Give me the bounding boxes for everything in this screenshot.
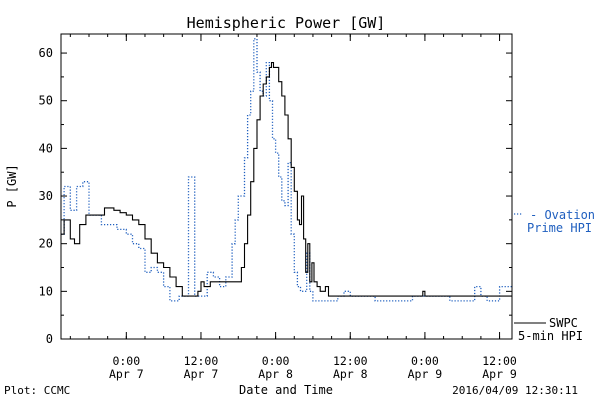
x-tick-label-time: 12:00 <box>184 354 219 368</box>
x-tick-label-date: Apr 7 <box>184 367 219 381</box>
y-tick-label: 10 <box>39 284 53 298</box>
x-tick-label-time: 0:00 <box>112 354 140 368</box>
chart-title: Hemispheric Power [GW] <box>187 14 386 32</box>
y-tick-label: 50 <box>39 94 53 108</box>
legend-swpc-label-2: 5-min HPI <box>518 329 583 343</box>
x-tick-label-time: 12:00 <box>333 354 368 368</box>
y-tick-label: 30 <box>39 189 53 203</box>
x-tick-label-date: Apr 8 <box>333 367 368 381</box>
x-tick-label-date: Apr 9 <box>482 367 517 381</box>
legend-ovation-label-1: - Ovation <box>530 208 595 222</box>
x-tick-label-date: Apr 9 <box>408 367 443 381</box>
x-axis-label: Date and Time <box>239 383 333 397</box>
y-tick-label: 0 <box>46 332 53 346</box>
x-tick-label-time: 0:00 <box>262 354 290 368</box>
x-tick-label-time: 12:00 <box>482 354 517 368</box>
x-tick-label-date: Apr 8 <box>258 367 293 381</box>
y-tick-label: 20 <box>39 237 53 251</box>
plot-credit: Plot: CCMC <box>4 384 70 397</box>
x-tick-label-date: Apr 7 <box>109 367 144 381</box>
y-tick-label: 40 <box>39 141 53 155</box>
series-ovation-line <box>61 38 512 302</box>
y-tick-label: 60 <box>39 46 53 60</box>
plot-series <box>61 38 512 302</box>
legend-ovation-label-2: Prime HPI <box>527 221 592 235</box>
legend-swpc-label-1: SWPC <box>549 316 578 330</box>
y-axis-label: P [GW] <box>5 164 19 207</box>
y-axis: 0 10 20 30 40 50 60 <box>39 46 512 346</box>
x-tick-label-time: 0:00 <box>411 354 439 368</box>
series-swpc-line <box>61 62 512 297</box>
plot-timestamp: 2016/04/09 12:30:11 <box>452 384 578 397</box>
plot-frame <box>60 33 513 340</box>
